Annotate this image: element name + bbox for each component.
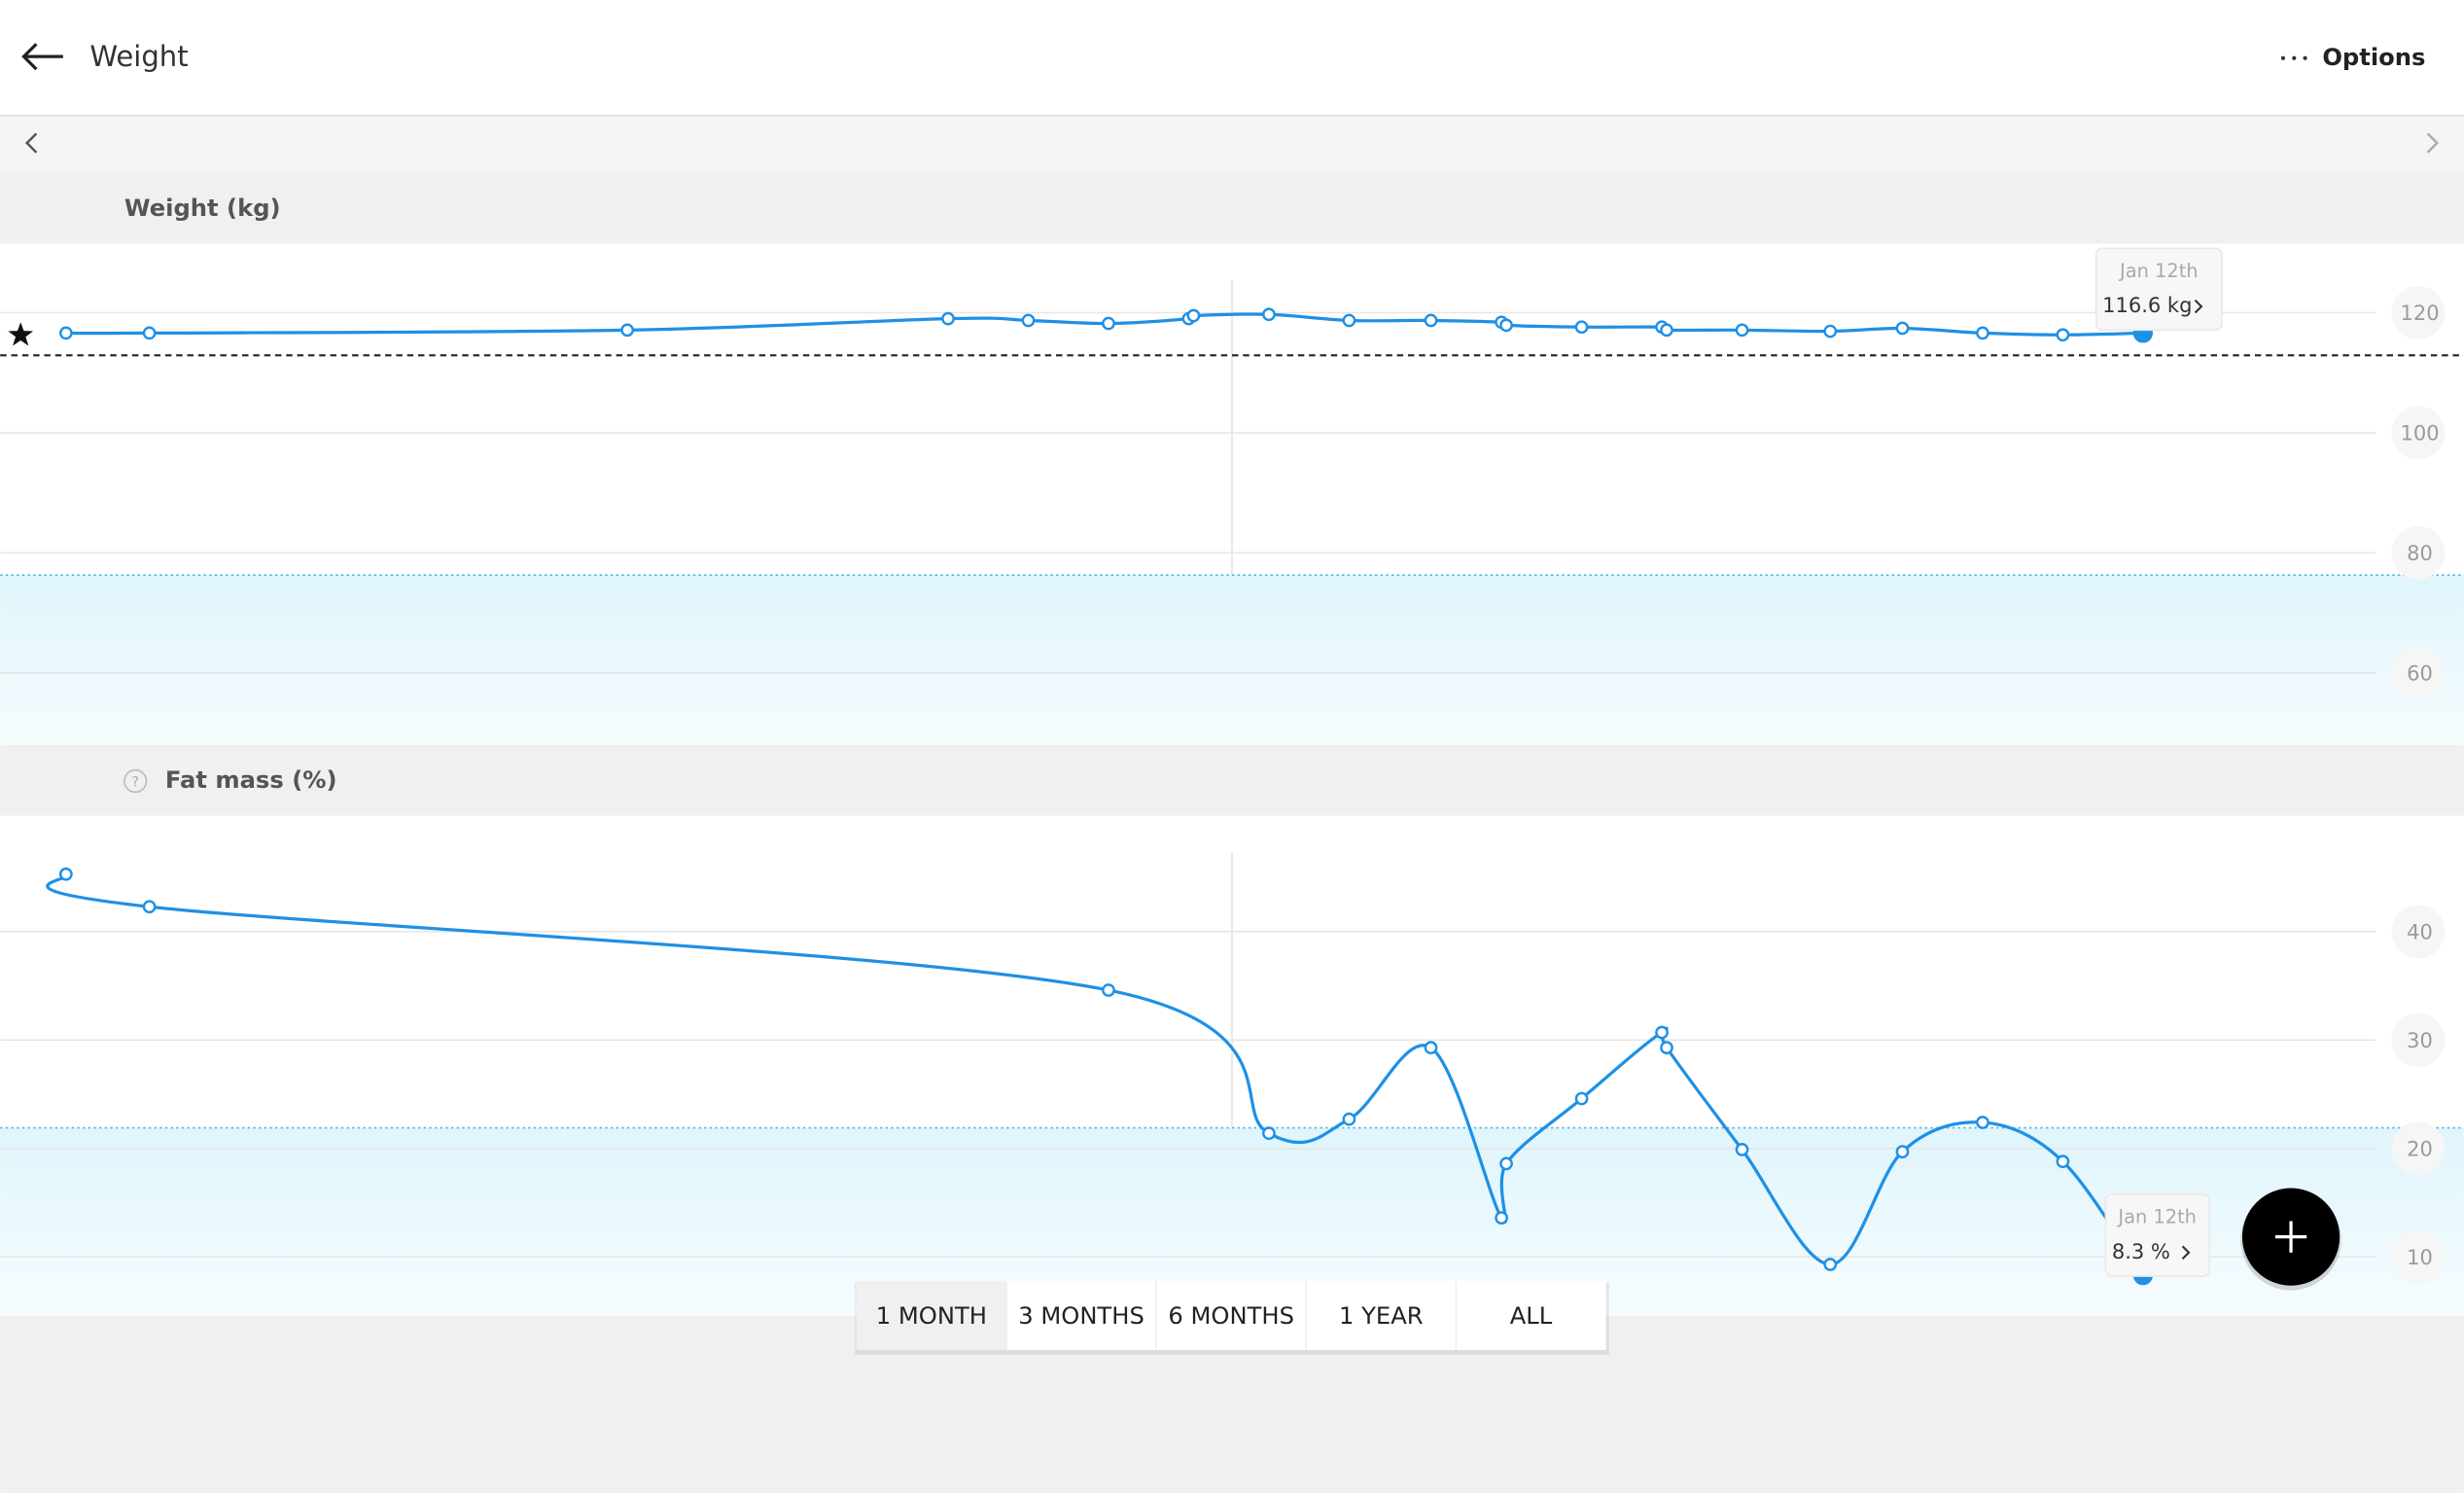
data-point (1102, 983, 1115, 997)
tooltip-date: Jan 12th (2117, 1206, 2197, 1228)
tooltip-chevron (2181, 1245, 2191, 1260)
tooltip-chevron (2194, 299, 2203, 314)
tick-badge (2391, 646, 2446, 700)
prev-arrow[interactable] (24, 132, 38, 154)
data-point (58, 326, 73, 340)
data-point (1186, 308, 1201, 323)
data-point (1342, 1112, 1356, 1126)
period-label[interactable]: ALL (1510, 1302, 1553, 1330)
data-point (1660, 323, 1673, 338)
data-point (1262, 307, 1276, 322)
data-point (1895, 1145, 1910, 1158)
data-point (1424, 313, 1438, 328)
period-label[interactable]: 3 MONTHS (1018, 1302, 1144, 1330)
data-point (1424, 1041, 1438, 1054)
period-button[interactable] (1456, 1280, 1606, 1350)
data-point (1495, 1211, 1508, 1225)
period-button[interactable] (1306, 1280, 1457, 1350)
y-tick-label: 20 (2407, 1137, 2433, 1160)
series-line (46, 872, 2145, 1277)
data-point (2056, 328, 2070, 342)
tick-badge (2391, 285, 2446, 339)
y-tick-label: 100 (2400, 422, 2439, 445)
healthy-zone (0, 575, 2464, 745)
series-line (65, 312, 2143, 337)
data-point (1976, 1116, 1989, 1129)
section-title: Weight (kg) (124, 195, 281, 222)
data-point (1655, 1025, 1669, 1040)
data-point (1895, 321, 1910, 336)
data-point (620, 323, 635, 338)
add-icon[interactable] (2274, 1221, 2307, 1253)
y-tick-label: 10 (2407, 1246, 2433, 1269)
period-button[interactable] (1005, 1280, 1157, 1350)
page-title: Weight (89, 40, 188, 73)
data-point (58, 867, 73, 881)
options-button[interactable]: Options (2322, 44, 2425, 71)
data-point (1499, 318, 1513, 333)
line-chart: 60 80 100 120 Jan 12th 116.6 kg (0, 247, 2464, 745)
line-chart: 10 20 30 40 Jan 12th 8.3 % (0, 867, 2464, 1316)
period-label[interactable]: 1 MONTH (876, 1302, 987, 1330)
y-tick-label: 80 (2407, 542, 2433, 565)
tick-badge (2391, 406, 2446, 460)
header-bar (0, 0, 2464, 115)
data-point (1660, 1041, 1673, 1054)
period-button[interactable] (856, 1280, 1006, 1350)
tick-badge (2391, 905, 2446, 959)
help-icon-glyph[interactable]: ? (131, 775, 139, 791)
y-tick-label: 60 (2407, 661, 2433, 685)
options-dots[interactable] (2280, 55, 2307, 60)
data-point (1823, 324, 1838, 338)
data-point (142, 900, 157, 914)
tooltip[interactable]: Jan 12th 8.3 % (2104, 1193, 2210, 1277)
data-point (1342, 313, 1356, 328)
period-label[interactable]: 6 MONTHS (1168, 1302, 1294, 1330)
tick-badge (2391, 1121, 2446, 1176)
data-point (1499, 1156, 1513, 1171)
data-point (1102, 316, 1115, 331)
data-point (1574, 320, 1589, 335)
data-point (1262, 1126, 1276, 1141)
data-point (941, 311, 955, 326)
help-icon[interactable] (123, 768, 148, 794)
tooltip-box (2094, 247, 2223, 332)
y-tick-label: 40 (2407, 920, 2433, 943)
y-tick-label: 30 (2407, 1029, 2433, 1052)
data-point (142, 326, 157, 340)
back-button[interactable] (21, 43, 63, 71)
tick-badge (2391, 1013, 2446, 1067)
tooltip-value: 116.6 kg (2102, 294, 2192, 317)
next-arrow[interactable] (2426, 132, 2440, 154)
tooltip-box (2104, 1193, 2210, 1277)
data-point (1976, 326, 1989, 340)
tick-badge (2391, 525, 2446, 580)
nav-bar (0, 116, 2464, 173)
tick-badge (2391, 1229, 2446, 1284)
section-title: Fat mass (%) (165, 766, 337, 794)
start-star (8, 322, 34, 346)
data-point (1735, 323, 1749, 338)
data-point (1823, 1258, 1838, 1271)
data-point (1735, 1143, 1749, 1156)
tooltip[interactable]: Jan 12th 116.6 kg (2094, 247, 2223, 332)
y-tick-label: 120 (2400, 302, 2439, 325)
period-button[interactable] (1156, 1280, 1307, 1350)
tooltip-date: Jan 12th (2119, 260, 2199, 282)
data-point (1574, 1091, 1589, 1106)
period-label[interactable]: 1 YEAR (1339, 1302, 1424, 1330)
data-point (2056, 1155, 2070, 1169)
data-point (1021, 313, 1036, 328)
tooltip-value: 8.3 % (2112, 1240, 2170, 1263)
